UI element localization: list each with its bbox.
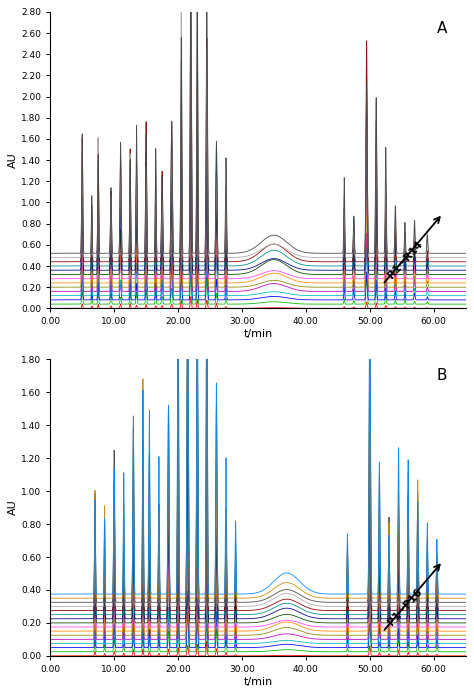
Text: A: A [437,21,447,35]
X-axis label: t/min: t/min [243,329,273,339]
Text: P1~P16: P1~P16 [386,587,424,628]
Y-axis label: AU: AU [9,152,18,168]
Text: R1~R14: R1~R14 [386,239,425,280]
Text: B: B [437,368,447,383]
X-axis label: t/min: t/min [243,677,273,687]
Y-axis label: AU: AU [9,500,18,516]
